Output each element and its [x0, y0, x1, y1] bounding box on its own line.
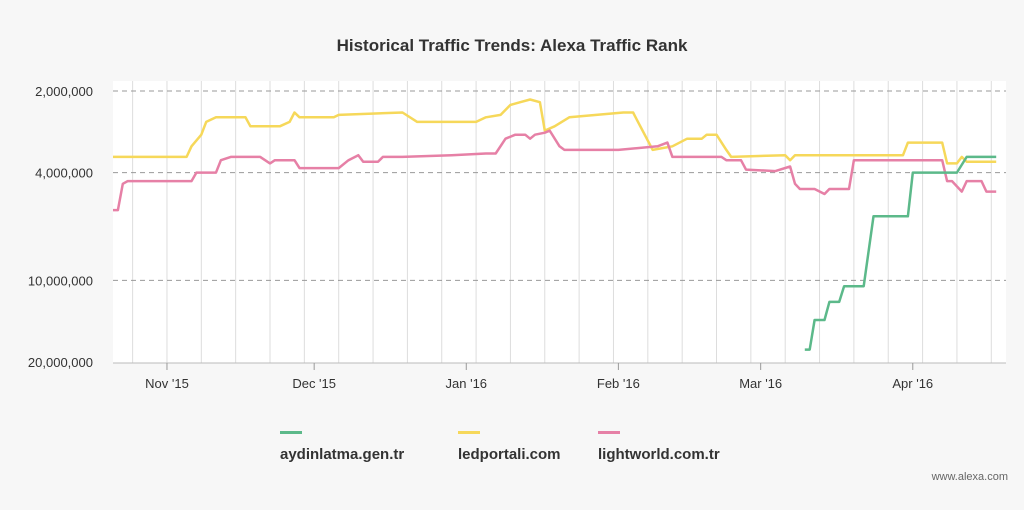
y-tick-label: 10,000,000	[28, 273, 93, 288]
vertical-grid	[132, 81, 992, 363]
x-tick-label: Apr '16	[892, 376, 933, 391]
y-axis: 2,000,000 4,000,000 10,000,000 20,000,000	[28, 84, 93, 370]
horizontal-grid	[113, 90, 1006, 281]
legend-label: aydinlatma.gen.tr	[280, 446, 405, 463]
legend-swatch	[458, 431, 480, 434]
legend-swatch	[280, 431, 302, 434]
series-line-ledportali-com	[113, 98, 997, 165]
series-line-aydinlatma-gen-tr	[804, 155, 997, 351]
chart-title: Historical Traffic Trends: Alexa Traffic…	[336, 36, 688, 55]
y-tick-label: 2,000,000	[35, 84, 93, 99]
legend-swatch	[598, 431, 620, 434]
x-tick-label: Jan '16	[446, 376, 488, 391]
x-tick-label: Dec '15	[292, 376, 336, 391]
x-tick-label: Mar '16	[739, 376, 782, 391]
y-tick-label: 4,000,000	[35, 166, 93, 181]
series-layer	[113, 98, 997, 351]
x-tick-label: Nov '15	[145, 376, 189, 391]
y-tick-label: 20,000,000	[28, 355, 93, 370]
series-line-lightworld-com-tr	[113, 129, 997, 212]
plot-area	[113, 81, 1006, 363]
legend-label: lightworld.com.tr	[598, 446, 720, 463]
legend-item-lightworld[interactable]: lightworld.com.tr	[598, 425, 720, 465]
legend-item-aydinlatma[interactable]: aydinlatma.gen.tr	[280, 425, 404, 465]
x-axis: Nov '15 Dec '15 Jan '16 Feb '16 Mar '16 Apr '…	[145, 363, 933, 391]
legend-item-ledportali[interactable]: ledportali.com	[458, 425, 561, 465]
legend-label: ledportali.com	[458, 446, 561, 463]
alexa-watermark: www.alexa.com	[931, 471, 1008, 483]
x-tick-label: Feb '16	[597, 376, 640, 391]
